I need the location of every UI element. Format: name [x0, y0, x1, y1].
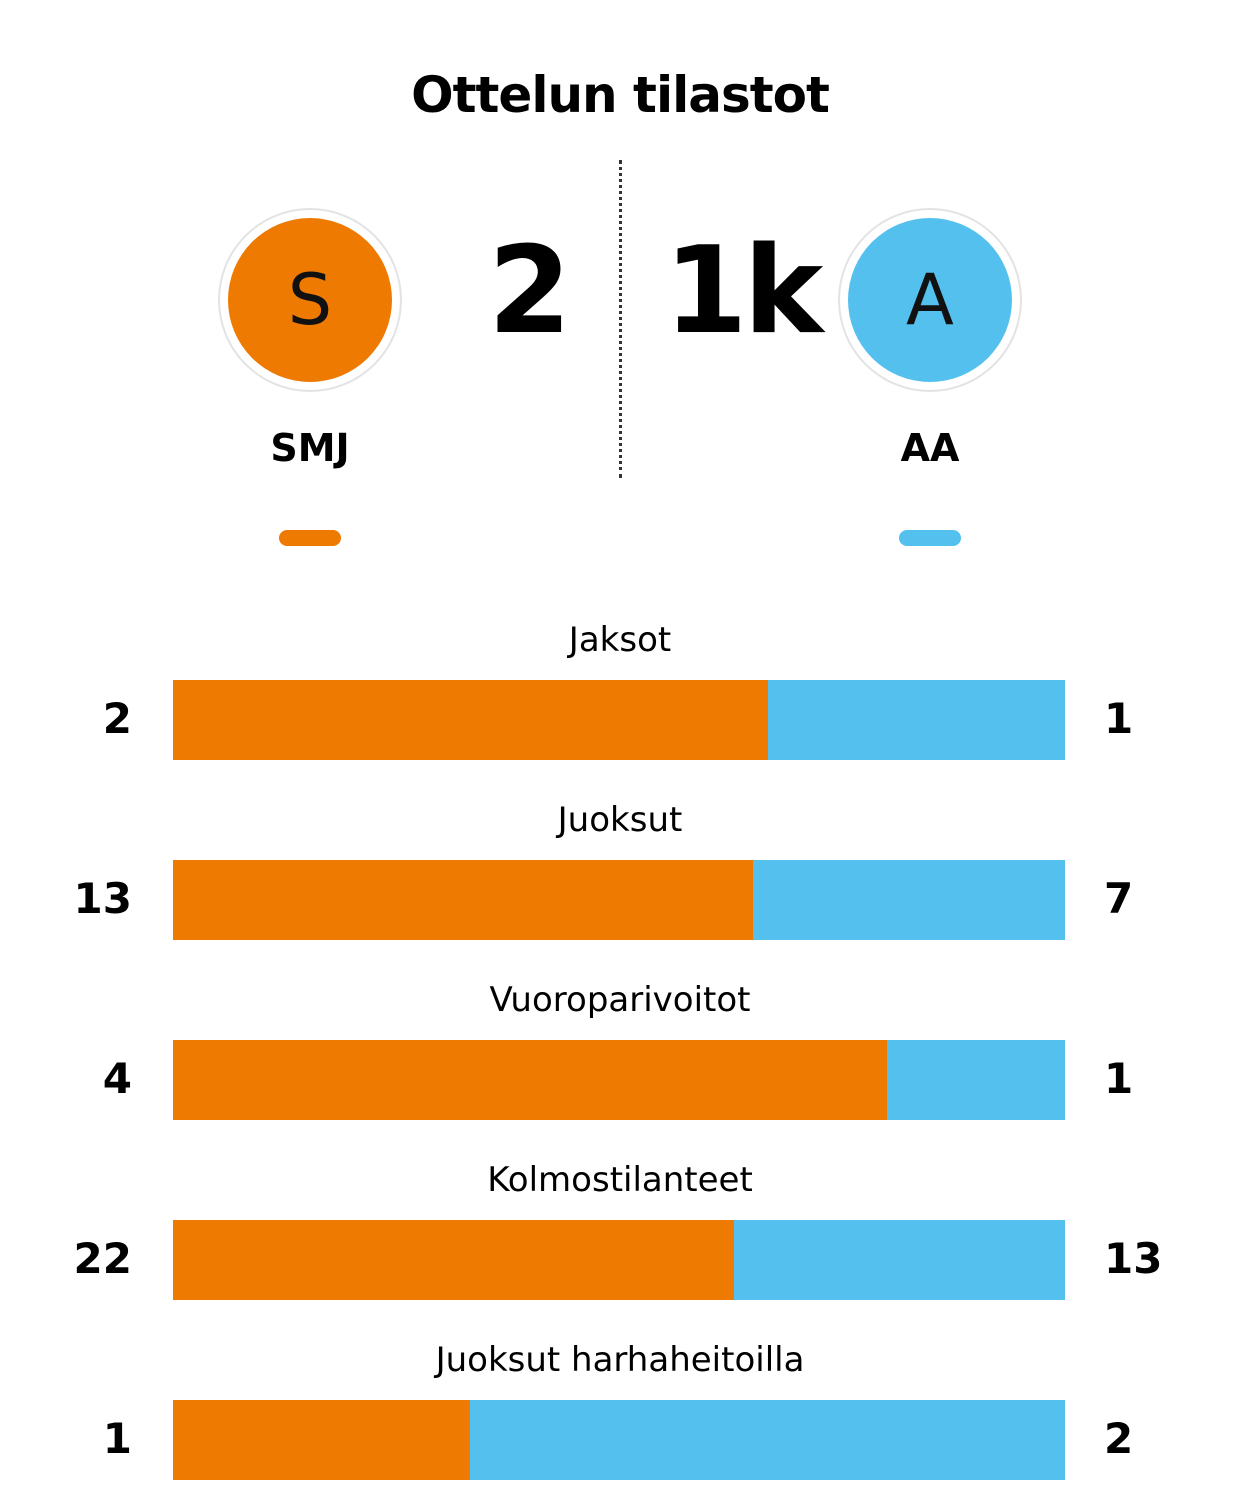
- home-score: 2: [488, 222, 571, 361]
- home-stat-value: 4: [102, 1054, 132, 1103]
- stat-label: Vuoroparivoitot: [489, 980, 751, 1020]
- stat-bar-away: [173, 1400, 1065, 1480]
- center-divider: [619, 160, 622, 478]
- away-stat-value: 1: [1104, 1054, 1134, 1103]
- stat-label: Kolmostilanteet: [487, 1160, 753, 1200]
- away-stat-value: 2: [1104, 1414, 1134, 1463]
- stat-label: Jaksot: [568, 620, 672, 660]
- stat-bar-home: [173, 1040, 887, 1120]
- page-title: Ottelun tilastot: [411, 66, 830, 124]
- stat-label: Juoksut harhaheitoilla: [435, 1340, 805, 1380]
- home-team-name: SMJ: [270, 426, 350, 470]
- stat-bar-away: [173, 1220, 1065, 1300]
- stat-bar-home: [173, 1220, 734, 1300]
- away-stat-value: 1: [1104, 694, 1134, 743]
- home-color-pill: [279, 530, 341, 546]
- stat-bar-home: [173, 860, 753, 940]
- away-team-name: AA: [900, 426, 960, 470]
- home-team-logo-letter: S: [228, 218, 392, 382]
- stat-bar-away: [173, 1040, 1065, 1120]
- away-stat-value: 7: [1104, 874, 1134, 923]
- away-score: 1k: [664, 222, 823, 361]
- stat-bar-home: [173, 1400, 470, 1480]
- home-stat-value: 1: [102, 1414, 132, 1463]
- stat-label: Juoksut: [557, 800, 683, 840]
- home-stat-value: 13: [73, 874, 132, 923]
- away-stat-value: 13: [1104, 1234, 1163, 1283]
- home-team-logo: S: [218, 208, 402, 392]
- away-team-logo: A: [838, 208, 1022, 392]
- stat-bar-home: [173, 680, 768, 760]
- away-color-pill: [899, 530, 961, 546]
- stat-bar-away: [173, 860, 1065, 940]
- home-stat-value: 22: [73, 1234, 132, 1283]
- home-stat-value: 2: [102, 694, 132, 743]
- away-team-logo-letter: A: [848, 218, 1012, 382]
- stat-bar-away: [173, 680, 1065, 760]
